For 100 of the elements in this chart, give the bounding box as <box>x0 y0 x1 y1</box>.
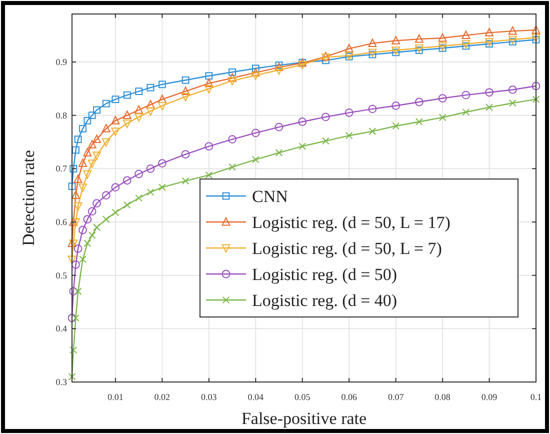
point <box>92 199 101 208</box>
point <box>70 164 78 172</box>
point <box>84 116 92 124</box>
point <box>84 240 92 248</box>
point <box>146 84 154 92</box>
point <box>92 152 101 160</box>
point <box>486 104 493 112</box>
point <box>462 108 470 116</box>
point <box>74 174 82 184</box>
point <box>78 226 87 234</box>
x-tick-label: 0.02 <box>154 392 170 402</box>
point <box>68 372 76 380</box>
x-tick-label: 0.04 <box>248 392 264 402</box>
point <box>344 108 354 117</box>
point <box>102 100 110 108</box>
point <box>205 72 213 80</box>
legend-label: Logistic reg. (d = 50, L = 7) <box>252 239 442 258</box>
point <box>72 314 80 322</box>
point <box>181 92 190 102</box>
point <box>182 177 190 185</box>
point <box>123 91 131 99</box>
point <box>83 170 92 179</box>
point <box>146 107 155 116</box>
point <box>92 134 101 144</box>
point <box>204 84 214 94</box>
point <box>111 128 120 136</box>
point <box>72 260 80 269</box>
y-tick-label: 0.3 <box>56 377 68 387</box>
point <box>485 28 494 36</box>
point <box>88 207 96 216</box>
point <box>414 34 424 43</box>
point <box>532 25 540 34</box>
point <box>135 88 143 96</box>
point <box>72 146 80 154</box>
point <box>274 66 284 75</box>
point <box>88 232 96 240</box>
point <box>204 142 214 150</box>
point <box>298 60 307 70</box>
y-tick-label: 0.6 <box>56 217 68 227</box>
point <box>275 62 283 69</box>
point <box>251 128 260 138</box>
point <box>88 160 96 168</box>
point <box>392 122 400 130</box>
point <box>74 202 82 211</box>
point <box>68 256 76 264</box>
point <box>111 116 120 124</box>
point <box>228 163 236 171</box>
x-axis-title: False-positive rate <box>241 409 367 428</box>
point <box>274 62 284 72</box>
point <box>146 188 154 196</box>
point <box>532 82 540 90</box>
point <box>111 183 120 192</box>
point <box>438 94 447 102</box>
point <box>68 314 76 322</box>
point <box>345 132 353 140</box>
point <box>532 96 540 104</box>
point <box>204 78 214 88</box>
point <box>68 182 76 190</box>
point <box>415 46 423 54</box>
point <box>158 102 166 110</box>
y-tick-label: 0.8 <box>56 110 68 120</box>
point <box>102 191 110 200</box>
point <box>322 54 330 62</box>
point <box>414 44 424 53</box>
legend-label: Logistic reg. (d = 40) <box>252 291 398 310</box>
point <box>78 184 87 192</box>
point <box>508 36 517 44</box>
y-axis-title: Detection rate <box>19 150 38 246</box>
x-tick-label: 0.09 <box>481 392 498 402</box>
point <box>438 33 447 42</box>
point <box>83 215 92 224</box>
x-tick-label: 0.1 <box>530 392 542 402</box>
point <box>368 128 376 136</box>
point <box>74 244 82 253</box>
y-tick-label: 0.4 <box>56 324 68 334</box>
point <box>368 38 377 48</box>
point <box>112 96 120 104</box>
point <box>88 112 96 120</box>
point <box>251 68 260 76</box>
point <box>112 208 120 216</box>
x-tick-label: 0.06 <box>341 392 358 402</box>
x-tick-label: 0.07 <box>388 392 404 402</box>
legend-label: Logistic reg. (d = 50, L = 17) <box>252 213 450 232</box>
point <box>146 164 155 173</box>
point <box>322 112 330 122</box>
point <box>102 216 110 224</box>
point <box>228 73 236 82</box>
point <box>181 150 190 158</box>
point <box>228 135 236 144</box>
point <box>134 170 144 178</box>
point <box>322 137 330 145</box>
point <box>508 38 516 46</box>
point <box>368 104 377 114</box>
point <box>135 194 143 202</box>
point <box>392 102 400 110</box>
point <box>414 98 424 106</box>
x-tick-label: 0.03 <box>201 392 218 402</box>
point <box>74 136 82 144</box>
point <box>252 64 260 72</box>
point <box>72 190 80 200</box>
